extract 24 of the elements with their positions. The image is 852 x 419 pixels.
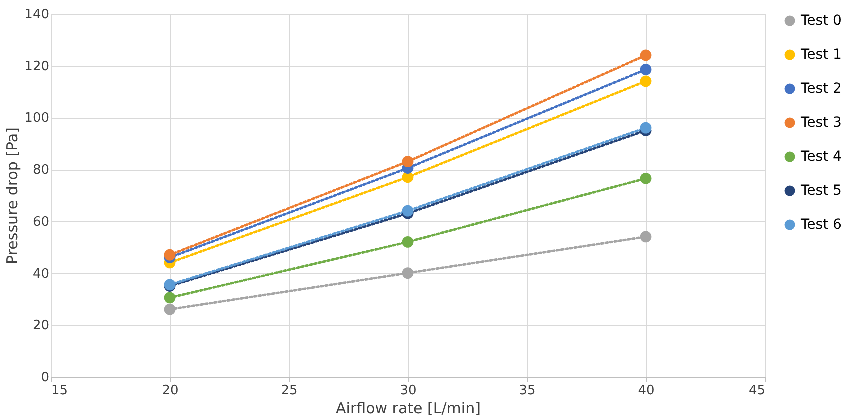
y-tick-label: 20 <box>32 318 50 334</box>
x-tick-label: 15 <box>52 384 68 398</box>
y-tick-label: 0 <box>41 370 50 386</box>
legend-label: Test 3 <box>800 115 842 131</box>
x-tick-label: 40 <box>638 384 655 398</box>
x-tick-label: 30 <box>400 384 417 398</box>
legend-label: Test 5 <box>800 183 842 199</box>
y-tick-label: 140 <box>24 8 50 22</box>
y-tick-label: 60 <box>32 214 50 230</box>
legend-label: Test 2 <box>800 81 842 97</box>
y-tick-label: 120 <box>24 59 50 74</box>
x-tick-label: 35 <box>519 384 536 398</box>
x-tick-label: 45 <box>748 384 766 398</box>
legend-label: Test 6 <box>800 217 842 233</box>
y-tick-label: 100 <box>24 111 50 126</box>
x-axis-title: Airflow rate [L/min] <box>336 400 481 418</box>
legend-label: Test 1 <box>800 47 842 63</box>
x-tick-label: 20 <box>162 384 179 398</box>
x-tick-label: 25 <box>281 384 298 398</box>
legend-label: Test 4 <box>800 149 842 165</box>
y-axis-title: Pressure drop [Pa] <box>4 128 22 264</box>
y-tick-label: 40 <box>32 266 50 282</box>
legend-label: Test 0 <box>800 13 842 29</box>
y-tick-label: 80 <box>32 163 50 178</box>
